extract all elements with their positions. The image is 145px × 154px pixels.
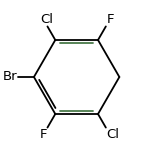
Text: F: F bbox=[106, 13, 114, 26]
Text: Cl: Cl bbox=[41, 13, 54, 26]
Text: Cl: Cl bbox=[106, 128, 119, 141]
Text: Br: Br bbox=[3, 71, 18, 83]
Text: F: F bbox=[40, 128, 47, 141]
